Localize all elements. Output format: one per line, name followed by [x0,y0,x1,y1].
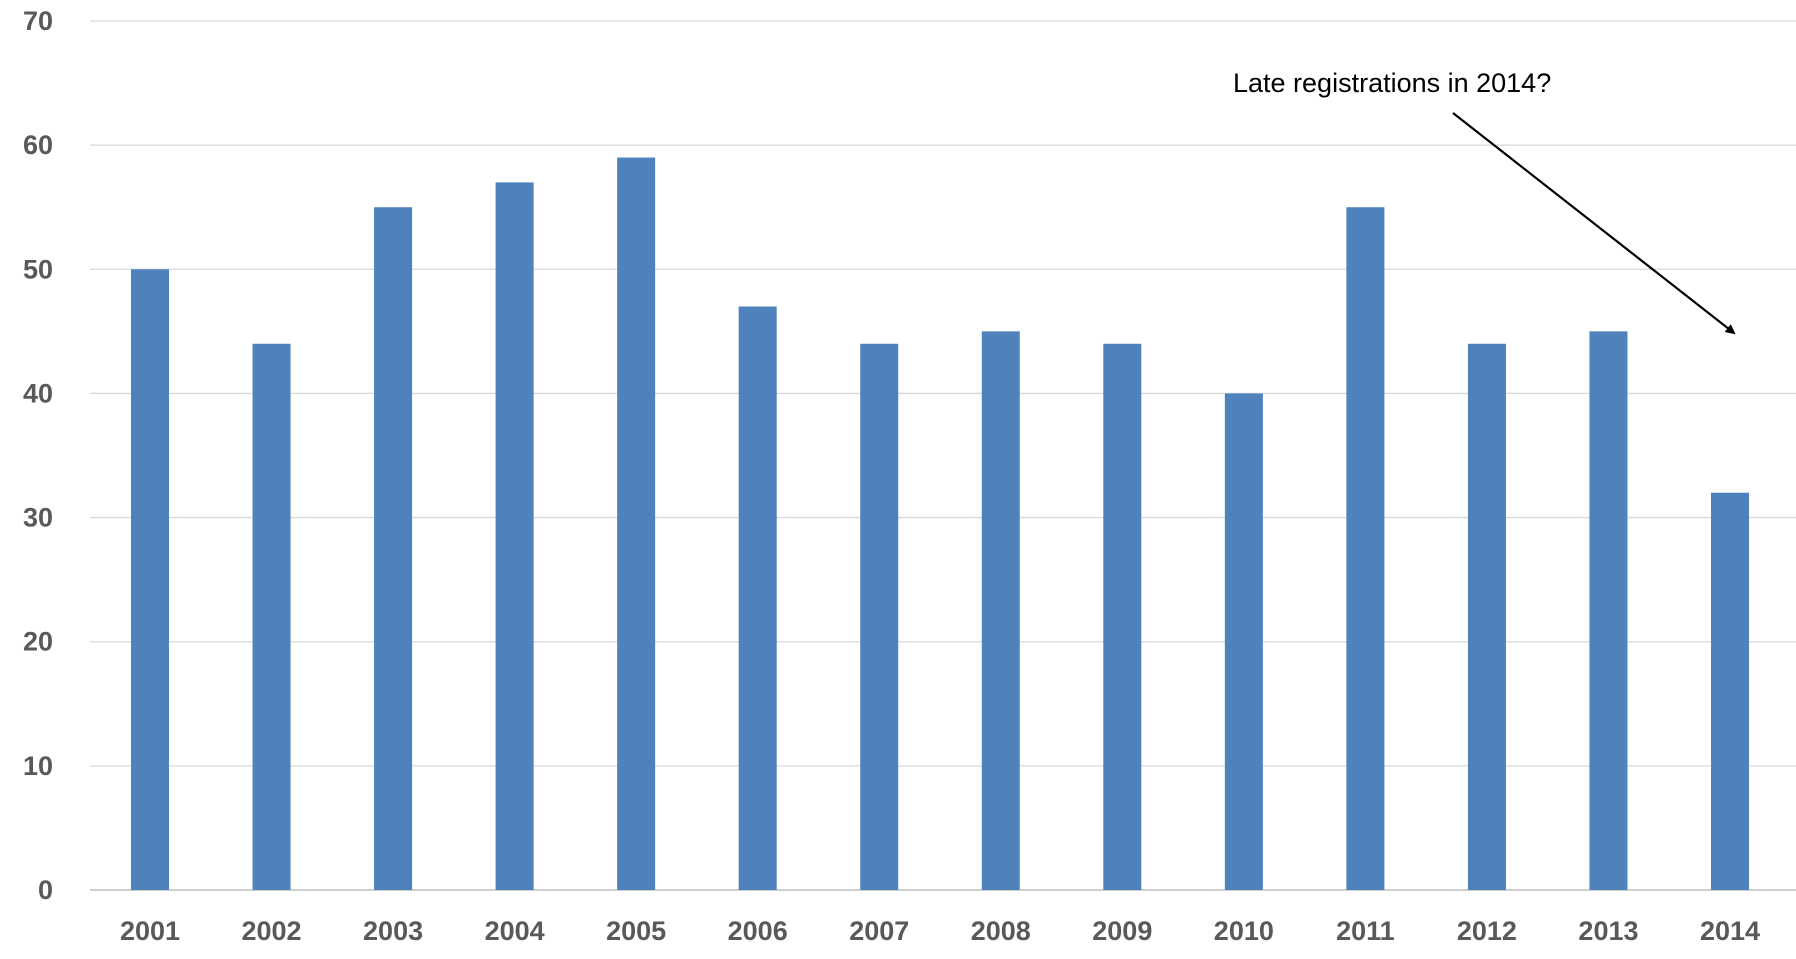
x-tick-label: 2005 [606,916,666,946]
bar-2003 [374,207,413,890]
annotation-arrow [1452,112,1736,335]
bar-2013 [1589,331,1628,890]
y-tick-label: 10 [23,751,53,781]
y-tick-label: 60 [23,130,53,160]
annotation: Late registrations in 2014? [1233,68,1736,335]
y-axis-tick-labels: 0 10 20 30 40 50 60 70 [23,6,53,905]
y-tick-label: 70 [23,6,53,36]
bar-2014 [1711,492,1749,890]
bar-2012 [1467,343,1506,890]
annotation-text: Late registrations in 2014? [1233,68,1551,98]
x-axis-tick-labels: 2001 2002 2003 2004 2005 2006 2007 2008 2009 2010… [120,916,1760,946]
x-tick-label: 2008 [971,916,1031,946]
y-tick-label: 0 [38,875,53,905]
x-tick-label: 2014 [1700,916,1760,946]
x-tick-label: 2010 [1214,916,1274,946]
x-tick-label: 2004 [485,916,545,946]
x-tick-label: 2002 [241,916,301,946]
bar-2009 [1103,343,1142,890]
y-tick-label: 30 [23,503,53,533]
x-tick-label: 2001 [120,916,180,946]
bar-2004 [495,182,534,890]
x-tick-label: 2013 [1578,916,1638,946]
bar-2005 [617,157,656,891]
bar-2010 [1224,393,1263,890]
y-tick-label: 50 [23,254,53,284]
gridlines [90,20,1796,891]
bar-2011 [1346,207,1385,890]
y-tick-label: 20 [23,627,53,657]
bar-2008 [981,331,1020,890]
x-tick-label: 2012 [1457,916,1517,946]
bar-2006 [738,306,777,890]
x-tick-label: 2003 [363,916,423,946]
x-tick-label: 2009 [1092,916,1152,946]
x-tick-label: 2011 [1336,916,1395,946]
bar-2002 [252,343,291,890]
bar-2007 [860,343,899,890]
bar-2001 [131,269,169,890]
x-tick-label: 2007 [849,916,909,946]
bars [131,157,1749,891]
y-tick-label: 40 [23,378,53,408]
x-tick-label: 2006 [728,916,788,946]
